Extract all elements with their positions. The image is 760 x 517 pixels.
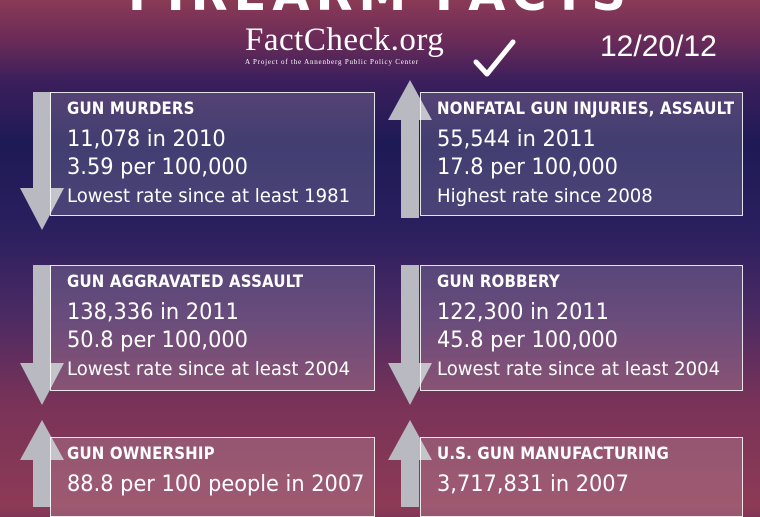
card-gun-aggravated-assault: GUN AGGRAVATED ASSAULT 138,336 in 2011 5… bbox=[50, 265, 375, 391]
date-label: 12/20/12 bbox=[600, 30, 717, 63]
card-title: U.S. GUN MANUFACTURING bbox=[437, 444, 669, 464]
factcheck-logo: FactCheck.org A Project of the Annenberg… bbox=[243, 22, 523, 77]
card-note: Lowest rate since at least 2004 bbox=[67, 358, 351, 380]
card-count: 88.8 per 100 people in 2007 bbox=[67, 472, 365, 497]
card-rate: 45.8 per 100,000 bbox=[437, 328, 618, 353]
checkmark-icon bbox=[473, 39, 516, 77]
up-arrow-icon bbox=[20, 420, 64, 507]
brand-name: FactCheck.org bbox=[245, 22, 445, 58]
card-rate: 17.8 per 100,000 bbox=[437, 155, 618, 180]
card-rate: 50.8 per 100,000 bbox=[67, 328, 248, 353]
card-title: GUN MURDERS bbox=[67, 99, 195, 119]
card-title: GUN ROBBERY bbox=[437, 272, 560, 292]
up-arrow-icon bbox=[388, 420, 432, 507]
card-count: 138,336 in 2011 bbox=[67, 300, 239, 325]
card-count: 55,544 in 2011 bbox=[437, 127, 596, 152]
card-count: 122,300 in 2011 bbox=[437, 300, 609, 325]
card-us-gun-manufacturing: U.S. GUN MANUFACTURING 3,717,831 in 2007 bbox=[420, 437, 743, 517]
card-title: GUN AGGRAVATED ASSAULT bbox=[67, 272, 304, 292]
down-arrow-icon bbox=[20, 265, 64, 405]
card-title: NONFATAL GUN INJURIES, ASSAULT bbox=[437, 99, 735, 119]
page-title: FIREARM FACTS bbox=[0, 0, 760, 14]
card-note: Lowest rate since at least 1981 bbox=[67, 185, 351, 207]
card-title: GUN OWNERSHIP bbox=[67, 444, 215, 464]
card-note: Lowest rate since at least 2004 bbox=[437, 358, 721, 380]
card-gun-ownership: GUN OWNERSHIP 88.8 per 100 people in 200… bbox=[50, 437, 375, 517]
card-note: Highest rate since 2008 bbox=[437, 185, 653, 207]
down-arrow-icon bbox=[20, 92, 64, 230]
card-rate: 3.59 per 100,000 bbox=[67, 155, 248, 180]
card-gun-murders: GUN MURDERS 11,078 in 2010 3.59 per 100,… bbox=[50, 92, 375, 216]
brand-tagline: A Project of the Annenberg Public Policy… bbox=[245, 58, 419, 66]
up-arrow-icon bbox=[388, 80, 432, 218]
card-count: 11,078 in 2010 bbox=[67, 127, 226, 152]
card-nonfatal-gun-injuries: NONFATAL GUN INJURIES, ASSAULT 55,544 in… bbox=[420, 92, 743, 216]
card-gun-robbery: GUN ROBBERY 122,300 in 2011 45.8 per 100… bbox=[420, 265, 743, 391]
card-count: 3,717,831 in 2007 bbox=[437, 472, 629, 497]
down-arrow-icon bbox=[388, 265, 432, 405]
